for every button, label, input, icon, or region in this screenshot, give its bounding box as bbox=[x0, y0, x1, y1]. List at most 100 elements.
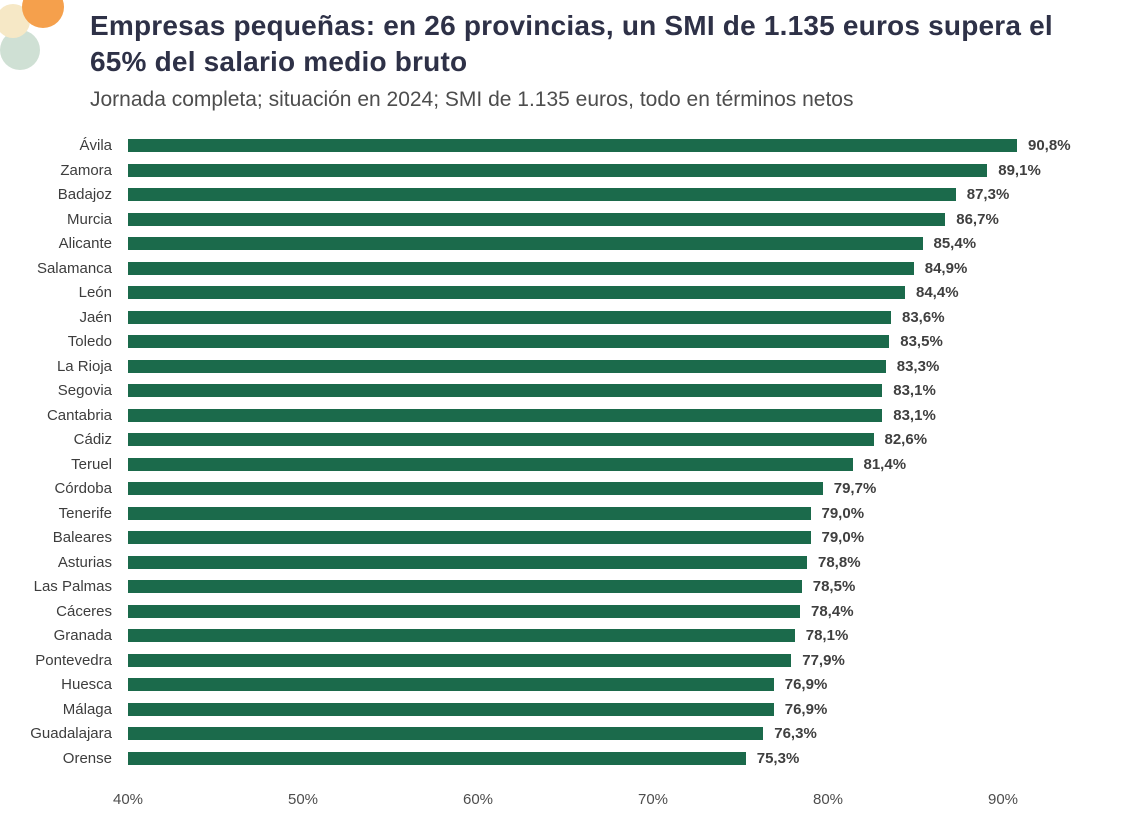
value-label: 83,3% bbox=[896, 357, 940, 375]
bar bbox=[128, 408, 883, 422]
value-label: 89,1% bbox=[998, 161, 1041, 179]
bar bbox=[128, 751, 746, 765]
bar-chart: Ávila 90,8% Zamora 89,1% Badajoz 87,3% Murcia 8… bbox=[0, 134, 1134, 811]
bar bbox=[128, 433, 874, 447]
province-label: Huesca bbox=[61, 676, 112, 694]
bar-row: Segovia 83,1% bbox=[0, 379, 1134, 404]
bar bbox=[128, 261, 914, 275]
bar-row: Ávila 90,8% bbox=[0, 134, 1134, 159]
value-label: 83,1% bbox=[893, 382, 936, 400]
value-label: 78,8% bbox=[818, 553, 861, 571]
province-label: Ávila bbox=[79, 137, 112, 155]
bar bbox=[128, 604, 800, 618]
province-label: Córdoba bbox=[54, 480, 112, 498]
bar bbox=[128, 629, 795, 643]
bar bbox=[128, 310, 891, 324]
value-label: 78,5% bbox=[812, 578, 856, 596]
value-label: 82,6% bbox=[884, 431, 928, 449]
bar-row: Asturias 78,8% bbox=[0, 550, 1134, 575]
value-label: 84,9% bbox=[924, 259, 968, 277]
province-label: Las Palmas bbox=[33, 578, 112, 596]
x-tick-label: 40% bbox=[112, 790, 144, 808]
province-label: Orense bbox=[62, 749, 112, 767]
bar bbox=[128, 163, 988, 177]
province-label: Málaga bbox=[62, 700, 112, 718]
x-axis-track: 40% 50% 60% 70% 80% 90% bbox=[113, 790, 1134, 811]
chart-title: Empresas pequeñas: en 26 provincias, un … bbox=[90, 10, 1053, 77]
bar-row: Murcia 86,7% bbox=[0, 207, 1134, 232]
bar bbox=[128, 335, 890, 349]
province-label: León bbox=[78, 284, 112, 302]
bar bbox=[128, 188, 956, 202]
bar bbox=[128, 457, 853, 471]
value-label: 77,9% bbox=[802, 651, 845, 669]
bar-row: Las Palmas 78,5% bbox=[0, 575, 1134, 600]
bar-row: León 84,4% bbox=[0, 281, 1134, 306]
value-label: 90,8% bbox=[1028, 137, 1071, 155]
bar bbox=[128, 482, 823, 496]
x-tick-label: 60% bbox=[462, 790, 494, 808]
value-label: 79,0% bbox=[821, 504, 865, 522]
province-label: Alicante bbox=[58, 235, 112, 253]
bar-row: Jaén 83,6% bbox=[0, 305, 1134, 330]
province-label: Asturias bbox=[57, 553, 112, 571]
province-label: Granada bbox=[53, 627, 112, 645]
bar-row: Cáceres 78,4% bbox=[0, 599, 1134, 624]
value-label: 81,4% bbox=[863, 455, 907, 473]
x-tick-label: 80% bbox=[812, 790, 844, 808]
province-label: Murcia bbox=[66, 210, 112, 228]
x-tick-label: 50% bbox=[287, 790, 319, 808]
bar-row: Badajoz 87,3% bbox=[0, 183, 1134, 208]
x-tick-label: 70% bbox=[637, 790, 669, 808]
bar bbox=[128, 678, 774, 692]
bar-row: Cantabria 83,1% bbox=[0, 403, 1134, 428]
value-label: 75,3% bbox=[756, 749, 800, 767]
value-label: 87,3% bbox=[966, 186, 1010, 204]
province-label: Cáceres bbox=[56, 602, 112, 620]
bar-row: Zamora 89,1% bbox=[0, 158, 1134, 183]
province-label: Segovia bbox=[57, 382, 112, 400]
bar bbox=[128, 384, 883, 398]
province-label: Baleares bbox=[52, 529, 112, 547]
x-axis: 40% 50% 60% 70% 80% 90% bbox=[0, 791, 1134, 811]
province-label: Toledo bbox=[67, 333, 112, 351]
province-label: Salamanca bbox=[36, 259, 112, 277]
province-label: Pontevedra bbox=[35, 651, 112, 669]
bar-row: Pontevedra 77,9% bbox=[0, 648, 1134, 673]
bar-row: Baleares 79,0% bbox=[0, 526, 1134, 551]
value-label: 83,1% bbox=[893, 406, 936, 424]
value-label: 83,5% bbox=[900, 333, 943, 351]
province-label: Zamora bbox=[60, 161, 112, 179]
bar-row: Teruel 81,4% bbox=[0, 452, 1134, 477]
bar-row: Málaga 76,9% bbox=[0, 697, 1134, 722]
value-label: 78,1% bbox=[805, 627, 849, 645]
bar bbox=[128, 506, 811, 520]
province-label: Cantabria bbox=[46, 406, 112, 424]
bar bbox=[128, 580, 802, 594]
value-label: 76,9% bbox=[784, 700, 828, 718]
chart-subtitle: Jornada completa; situación en 2024; SMI… bbox=[90, 87, 854, 111]
value-label: 76,3% bbox=[774, 725, 817, 743]
value-label: 85,4% bbox=[933, 235, 977, 253]
province-label: Badajoz bbox=[57, 186, 112, 204]
bar bbox=[128, 212, 946, 226]
value-label: 78,4% bbox=[811, 602, 854, 620]
province-label: Jaén bbox=[79, 308, 112, 326]
bar-row: Salamanca 84,9% bbox=[0, 256, 1134, 281]
bar bbox=[128, 139, 1017, 153]
bar-row: Guadalajara 76,3% bbox=[0, 722, 1134, 747]
bar bbox=[128, 653, 792, 667]
value-label: 79,7% bbox=[833, 480, 877, 498]
bar bbox=[128, 531, 811, 545]
province-label: Teruel bbox=[71, 455, 112, 473]
x-tick-label: 90% bbox=[987, 790, 1019, 808]
value-label: 84,4% bbox=[916, 284, 959, 302]
bar-rows: Ávila 90,8% Zamora 89,1% Badajoz 87,3% Murcia 8… bbox=[0, 134, 1134, 771]
province-label: Tenerife bbox=[58, 504, 112, 522]
bar bbox=[128, 702, 774, 716]
bar bbox=[128, 727, 764, 741]
bar-row: Alicante 85,4% bbox=[0, 232, 1134, 257]
bar-row: Orense 75,3% bbox=[0, 746, 1134, 771]
bar-row: Tenerife 79,0% bbox=[0, 501, 1134, 526]
